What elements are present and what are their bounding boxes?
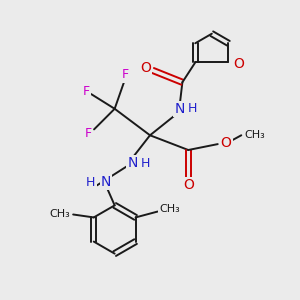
Text: O: O [233, 57, 244, 71]
Text: O: O [221, 136, 232, 150]
Text: H: H [141, 157, 150, 170]
Text: CH₃: CH₃ [159, 204, 180, 214]
Text: F: F [83, 85, 90, 98]
Text: O: O [183, 178, 194, 192]
Text: O: O [140, 61, 151, 75]
Text: N: N [100, 176, 111, 189]
Text: N: N [174, 102, 184, 116]
Text: H: H [86, 176, 95, 189]
Text: N: N [127, 156, 137, 170]
Text: F: F [85, 127, 92, 140]
Text: CH₃: CH₃ [244, 130, 265, 140]
Text: CH₃: CH₃ [50, 209, 70, 220]
Text: H: H [188, 102, 197, 115]
Text: F: F [122, 68, 128, 81]
